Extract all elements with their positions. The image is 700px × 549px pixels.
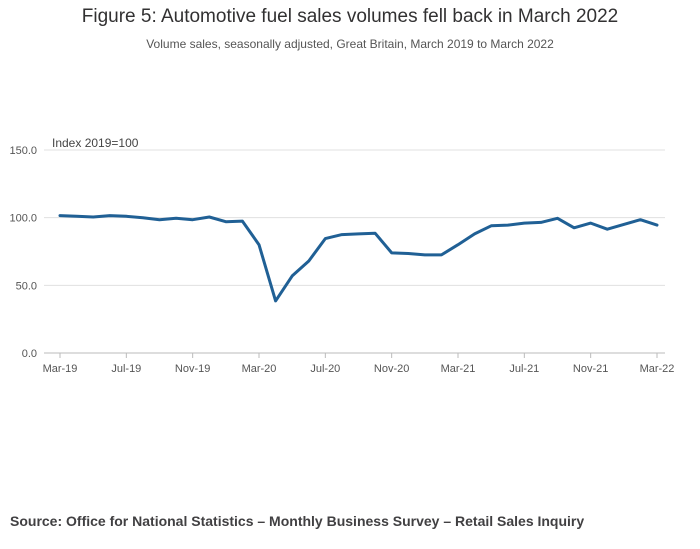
series-line xyxy=(58,214,659,303)
y-tick-label: 150.0 xyxy=(9,145,37,157)
chart-subtitle: Volume sales, seasonally adjusted, Great… xyxy=(146,37,554,51)
x-tick-label: Nov-20 xyxy=(374,363,409,375)
x-tick-label: Mar-19 xyxy=(43,363,78,375)
y-axis-label: Index 2019=100 xyxy=(52,136,139,150)
x-tick-label: Jul-20 xyxy=(310,363,340,375)
chart-title: Figure 5: Automotive fuel sales volumes … xyxy=(81,6,619,27)
x-tick-label: Mar-21 xyxy=(441,363,476,375)
x-tick-label: Nov-19 xyxy=(175,363,210,375)
source-note: Source: Office for National Statistics –… xyxy=(10,513,585,529)
y-tick-label: 100.0 xyxy=(9,213,37,225)
x-tick-label: Jul-19 xyxy=(111,363,141,375)
x-tick-label: Jul-21 xyxy=(509,363,539,375)
x-tick-label: Mar-22 xyxy=(640,363,675,375)
y-tick-label: 0.0 xyxy=(22,348,37,360)
x-tick-label: Nov-21 xyxy=(573,363,608,375)
y-tick-label: 50.0 xyxy=(16,280,37,292)
x-tick-label: Mar-20 xyxy=(242,363,277,375)
